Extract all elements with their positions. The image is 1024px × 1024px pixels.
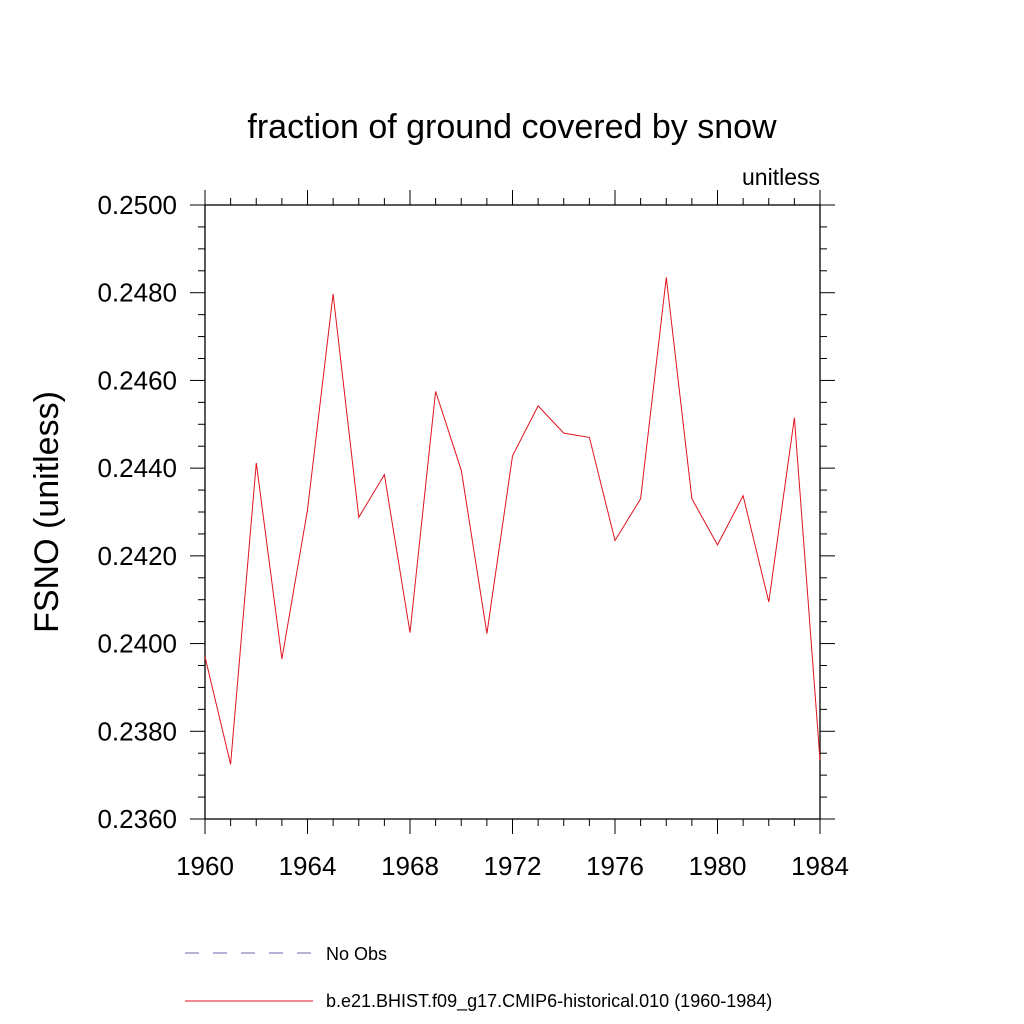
y-tick-label: 0.2360 <box>97 804 177 834</box>
x-tick-label: 1972 <box>484 851 542 881</box>
y-axis-label: FSNO (unitless) <box>28 391 66 633</box>
x-tick-label: 1960 <box>176 851 234 881</box>
axis-ticks: 1960 1964 1968 1972 1976 1980 1984 0.2360 0.2380… <box>97 190 849 881</box>
y-tick-label: 0.2420 <box>97 541 177 571</box>
legend: No Obs b.e21.BHIST.f09_g17.CMIP6-histori… <box>185 944 772 1012</box>
y-tick-label: 0.2440 <box>97 453 177 483</box>
x-tick-label: 1976 <box>586 851 644 881</box>
y-tick-label: 0.2480 <box>97 278 177 308</box>
y-tick-label: 0.2380 <box>97 716 177 746</box>
series-layer <box>204 277 821 765</box>
x-tick-label: 1964 <box>279 851 337 881</box>
legend-label-no-obs: No Obs <box>326 944 387 964</box>
series-line-model <box>204 277 821 765</box>
y-tick-label: 0.2500 <box>97 190 177 220</box>
x-tick-label: 1968 <box>381 851 439 881</box>
y-tick-label: 0.2400 <box>97 629 177 659</box>
x-tick-label: 1980 <box>689 851 747 881</box>
x-tick-label: 1984 <box>791 851 849 881</box>
chart-title: fraction of ground covered by snow <box>247 108 777 146</box>
legend-label-model: b.e21.BHIST.f09_g17.CMIP6-historical.010… <box>326 991 772 1012</box>
y-tick-label: 0.2460 <box>97 365 177 395</box>
units-label: unitless <box>742 164 820 190</box>
plot-frame <box>204 204 821 820</box>
